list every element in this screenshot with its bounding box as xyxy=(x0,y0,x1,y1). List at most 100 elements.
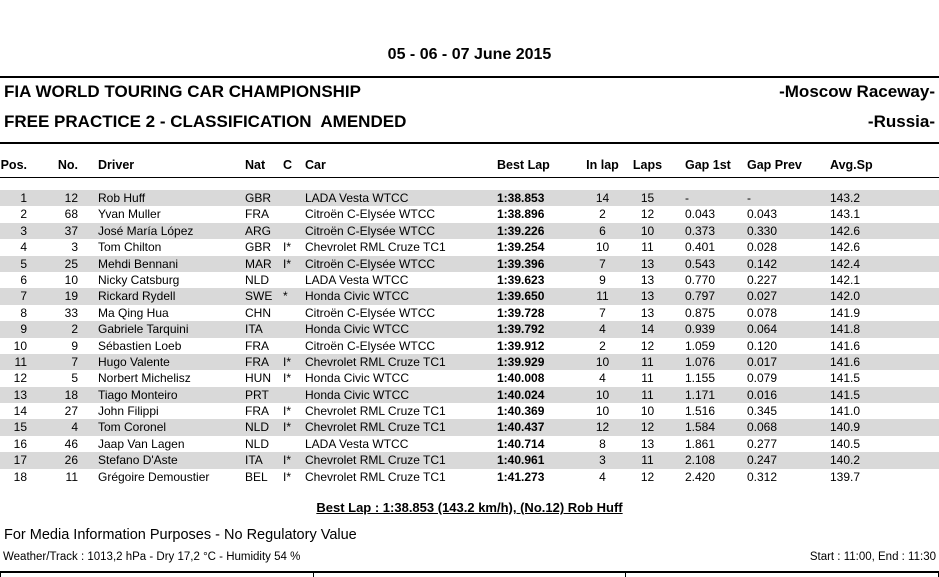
cell-driver: Mehdi Bennani xyxy=(98,256,179,271)
cell-driver: Grégoire Demoustier xyxy=(98,469,210,484)
cell-nat: FRA xyxy=(245,207,269,222)
cell-driver: John Filippi xyxy=(98,404,159,419)
cell-avg-sp: 141.5 xyxy=(830,387,861,402)
cell-c: I* xyxy=(283,420,292,435)
cell-gap-1st: 0.043 xyxy=(685,207,716,222)
cell-c: I* xyxy=(283,469,292,484)
col-header-best-lap: Best Lap xyxy=(497,158,550,172)
cell-in-lap: 4 xyxy=(599,322,606,337)
cell-laps: 10 xyxy=(640,223,655,238)
cell-car: Chevrolet RML Cruze TC1 xyxy=(305,453,446,468)
cell-in-lap: 8 xyxy=(599,436,606,451)
cell-no: 26 xyxy=(64,453,78,468)
col-header-nat: Nat xyxy=(245,158,266,172)
cell-avg-sp: 143.2 xyxy=(830,191,861,205)
cell-nat: BEL xyxy=(245,469,268,484)
title-row-championship: FIA WORLD TOURING CAR CHAMPIONSHIP -Mosc… xyxy=(4,82,935,102)
col-header-c: C xyxy=(283,158,293,172)
cell-pos: 6 xyxy=(20,272,27,287)
cell-no: 11 xyxy=(65,469,78,484)
cell-car: LADA Vesta WTCC xyxy=(305,191,409,205)
session-title: FREE PRACTICE 2 - CLASSIFICATION AMENDED xyxy=(4,112,407,131)
cell-nat: FRA xyxy=(245,354,269,369)
cell-no: 4 xyxy=(71,420,78,435)
cell-driver: Tom Coronel xyxy=(98,420,167,435)
cell-gap-1st: 1.076 xyxy=(685,354,716,369)
cell-driver: Tiago Monteiro xyxy=(98,387,178,402)
cell-nat: GBR xyxy=(245,191,272,205)
cell-in-lap: 3 xyxy=(599,453,606,468)
cell-nat: NLD xyxy=(245,272,270,287)
cell-best-lap: 1:39.792 xyxy=(497,322,545,337)
cell-in-lap: 11 xyxy=(596,289,609,304)
cell-no: 68 xyxy=(64,207,78,222)
cell-pos: 8 xyxy=(20,305,27,320)
cell-car: Honda Civic WTCC xyxy=(305,289,410,304)
cell-gap-prev: 0.027 xyxy=(747,289,778,304)
cell-gap-1st: 0.770 xyxy=(685,272,716,287)
cell-laps: 15 xyxy=(640,191,655,205)
cell-c: I* xyxy=(283,404,292,419)
cell-car: Chevrolet RML Cruze TC1 xyxy=(305,404,446,419)
cell-avg-sp: 139.7 xyxy=(830,469,861,484)
table-column-headers: Pos. No. Driver Nat C Car Best Lap In lap Laps Ga… xyxy=(0,155,939,175)
cell-car: Citroën C-Elysée WTCC xyxy=(305,256,436,271)
cell-gap-prev: 0.277 xyxy=(747,436,778,451)
cell-nat: PRT xyxy=(245,387,269,402)
cell-laps: 11 xyxy=(641,453,654,468)
cell-no: 18 xyxy=(64,387,78,402)
cell-gap-1st: 2.420 xyxy=(685,469,716,484)
cell-nat: MAR xyxy=(245,256,272,271)
cell-best-lap: 1:39.254 xyxy=(497,240,545,255)
col-header-gap-1st: Gap 1st xyxy=(685,158,731,172)
cell-gap-prev: 0.068 xyxy=(747,420,778,435)
cell-best-lap: 1:40.961 xyxy=(497,453,545,468)
cell-in-lap: 4 xyxy=(599,469,606,484)
cell-car: Citroën C-Elysée WTCC xyxy=(305,338,436,353)
cell-gap-1st: 0.401 xyxy=(685,240,716,255)
cell-gap-1st: 0.939 xyxy=(685,322,716,337)
cell-no: 27 xyxy=(64,404,78,419)
cell-gap-prev: 0.247 xyxy=(747,453,778,468)
table-row: 1 12 Rob Huff GBR LADA Vesta WTCC 1:38.853 14 1… xyxy=(0,190,939,207)
cell-car: Chevrolet RML Cruze TC1 xyxy=(305,240,446,255)
cell-gap-prev: 0.312 xyxy=(747,469,778,484)
cell-no: 9 xyxy=(71,338,78,353)
cell-gap-prev: 0.078 xyxy=(747,305,778,320)
cell-nat: GBR xyxy=(245,240,272,255)
cell-driver: José María López xyxy=(98,223,194,238)
cell-c xyxy=(281,190,303,206)
cell-avg-sp: 141.9 xyxy=(830,305,861,320)
cell-car: Citroën C-Elysée WTCC xyxy=(305,207,436,222)
cell-pos: 15 xyxy=(13,420,27,435)
col-header-gap-prev: Gap Prev xyxy=(747,158,802,172)
cell-pos: 2 xyxy=(20,207,27,222)
cell-avg-sp: 141.0 xyxy=(830,404,861,419)
cell-pos: 11 xyxy=(14,354,27,369)
col-header-no: No. xyxy=(57,158,78,172)
cell-gap-prev: 0.064 xyxy=(747,322,778,337)
table-row: 12 5 Norbert Michelisz HUN I* Honda Civic WTC… xyxy=(0,370,939,386)
cell-avg-sp: 141.8 xyxy=(830,322,861,337)
cell-pos: 9 xyxy=(20,322,27,337)
cell-driver: Nicky Catsburg xyxy=(98,272,180,287)
media-note: For Media Information Purposes - No Regu… xyxy=(4,527,357,543)
cell-c xyxy=(281,338,303,354)
cell-driver: Gabriele Tarquini xyxy=(98,322,189,337)
cell-pos: 17 xyxy=(13,453,27,468)
cell-gap-1st: 1.516 xyxy=(685,404,716,419)
cell-laps: 11 xyxy=(641,371,654,386)
cell-best-lap: 1:38.853 xyxy=(497,191,545,205)
classification-table: 1 12 Rob Huff GBR LADA Vesta WTCC 1:38.853 14 1… xyxy=(0,190,939,485)
cell-best-lap: 1:40.008 xyxy=(497,371,545,386)
cell-driver: Norbert Michelisz xyxy=(98,371,191,386)
cell-pos: 3 xyxy=(20,223,27,238)
cell-gap-1st: 0.797 xyxy=(685,289,716,304)
footer-box-2 xyxy=(314,573,626,577)
event-date: 05 - 06 - 07 June 2015 xyxy=(387,46,552,63)
cell-laps: 11 xyxy=(641,387,654,402)
cell-in-lap: 10 xyxy=(595,404,610,419)
cell-best-lap: 1:39.650 xyxy=(497,289,545,304)
cell-best-lap: 1:40.437 xyxy=(497,420,545,435)
cell-c xyxy=(281,387,303,403)
